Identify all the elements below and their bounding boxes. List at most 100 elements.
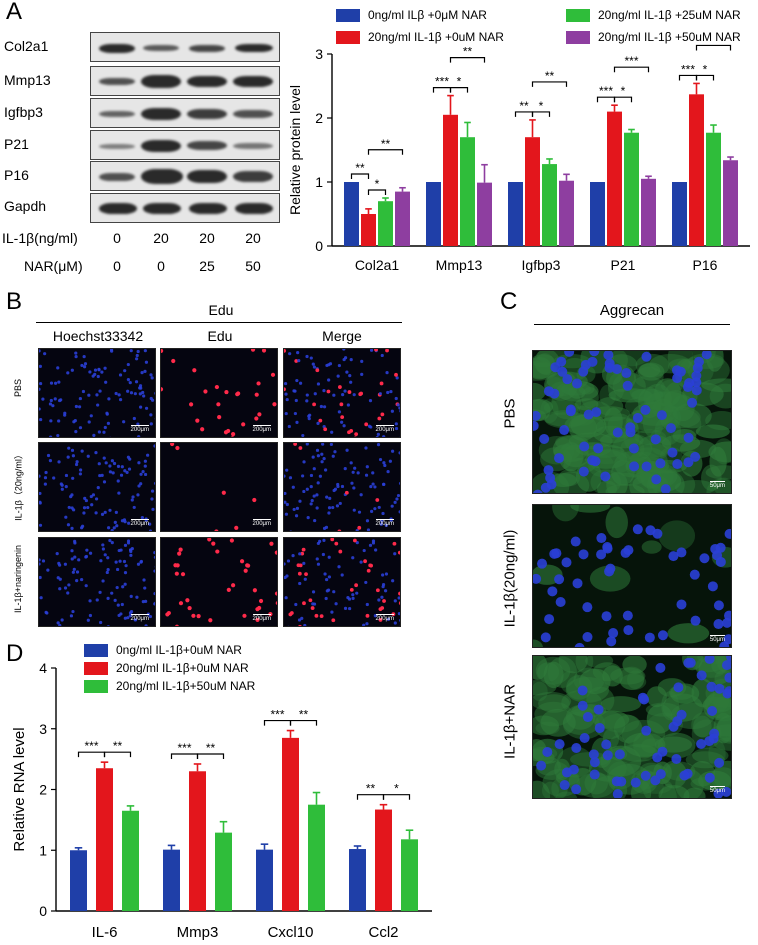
nucleus — [604, 362, 615, 373]
cytoplasm — [705, 465, 731, 480]
nucleus — [84, 498, 88, 503]
nucleus — [591, 407, 602, 418]
nucleus — [51, 404, 55, 408]
edu-positive — [230, 436, 234, 437]
nucleus — [360, 359, 364, 363]
nucleus — [139, 482, 143, 486]
nucleus — [380, 595, 384, 599]
nucleus — [340, 484, 345, 489]
nucleus — [117, 613, 121, 618]
nucleus — [325, 577, 329, 582]
nucleus — [656, 410, 667, 421]
category-label: Igfbp3 — [522, 257, 561, 273]
cytoplasm — [533, 691, 572, 711]
nucleus — [533, 420, 539, 431]
nucleus — [83, 496, 87, 500]
edu-positive — [298, 446, 303, 450]
edu-positive — [293, 443, 298, 446]
nucleus — [82, 511, 86, 515]
condition-value: 50 — [245, 258, 261, 274]
edu-positive — [275, 601, 277, 606]
significance-stars: *** — [84, 739, 98, 753]
nucleus — [135, 353, 139, 358]
nucleus — [70, 526, 74, 530]
nucleus — [98, 389, 102, 393]
nucleus — [322, 526, 327, 530]
nucleus — [327, 555, 331, 559]
edu-positive — [308, 598, 313, 603]
cytoplasm — [641, 540, 662, 554]
nucleus — [79, 468, 83, 472]
nucleus — [148, 522, 152, 526]
edu-positive — [211, 541, 216, 546]
nucleus — [91, 493, 96, 497]
nucleus — [147, 437, 150, 438]
cytoplasm — [558, 469, 581, 487]
nucleus — [43, 476, 48, 480]
nucleus — [632, 413, 643, 424]
edu-positive — [174, 571, 179, 576]
nucleus — [78, 472, 83, 476]
nucleus — [351, 596, 355, 600]
edu-positive — [165, 612, 170, 617]
nucleus — [349, 380, 353, 384]
nucleus — [73, 541, 77, 545]
edu-positive — [234, 525, 239, 530]
nucleus — [139, 559, 143, 564]
nucleus — [383, 463, 387, 468]
nucleus — [398, 510, 400, 514]
nucleus — [80, 449, 84, 453]
nucleus — [364, 580, 368, 585]
nucleus — [39, 417, 43, 422]
edu-positive — [257, 605, 262, 611]
nucleus — [154, 391, 155, 395]
nucleus — [132, 505, 136, 510]
nucleus — [381, 573, 385, 577]
nucleus — [359, 493, 363, 497]
nucleus — [582, 712, 593, 723]
nucleus — [337, 363, 341, 368]
nucleus — [73, 555, 77, 559]
edu-positive — [226, 587, 231, 592]
nucleus — [593, 443, 604, 454]
nucleus — [365, 465, 369, 469]
nucleus — [608, 628, 619, 639]
edu-positive — [177, 551, 182, 556]
row-label-il1b-naringenin: IL-1β+naringenin — [13, 545, 23, 613]
cytoplasm — [590, 448, 633, 475]
nucleus — [144, 406, 149, 410]
nucleus — [49, 419, 53, 423]
nucleus — [536, 760, 547, 771]
nucleus — [691, 377, 702, 388]
nucleus — [39, 349, 41, 353]
nucleus — [696, 670, 707, 681]
nucleus — [153, 481, 155, 485]
legend-item: 20ng/ml IL-1β+50uM NAR — [84, 679, 255, 693]
nucleus — [603, 351, 614, 360]
nucleus — [349, 461, 353, 465]
nucleus — [150, 398, 155, 402]
nucleus — [60, 487, 64, 491]
nucleus — [309, 473, 314, 478]
cytoplasm — [605, 483, 645, 493]
nucleus — [371, 539, 376, 543]
nucleus — [337, 565, 341, 569]
nucleus — [86, 618, 90, 622]
nucleus — [683, 432, 694, 443]
edu-positive — [340, 415, 345, 420]
nucleus — [701, 351, 712, 360]
nucleus — [70, 368, 74, 372]
y-tick-label: 1 — [39, 842, 47, 858]
nucleus — [103, 510, 107, 514]
micro-image — [39, 444, 155, 531]
edu-positive — [216, 402, 221, 407]
nucleus — [109, 436, 112, 437]
edu-positive — [175, 624, 179, 626]
edu-positive — [398, 591, 400, 596]
edu-positive — [214, 384, 220, 390]
nucleus — [84, 555, 88, 559]
nucleus — [129, 610, 134, 614]
nucleus — [333, 487, 338, 491]
nucleus — [672, 373, 683, 384]
edu-positive — [255, 617, 260, 623]
